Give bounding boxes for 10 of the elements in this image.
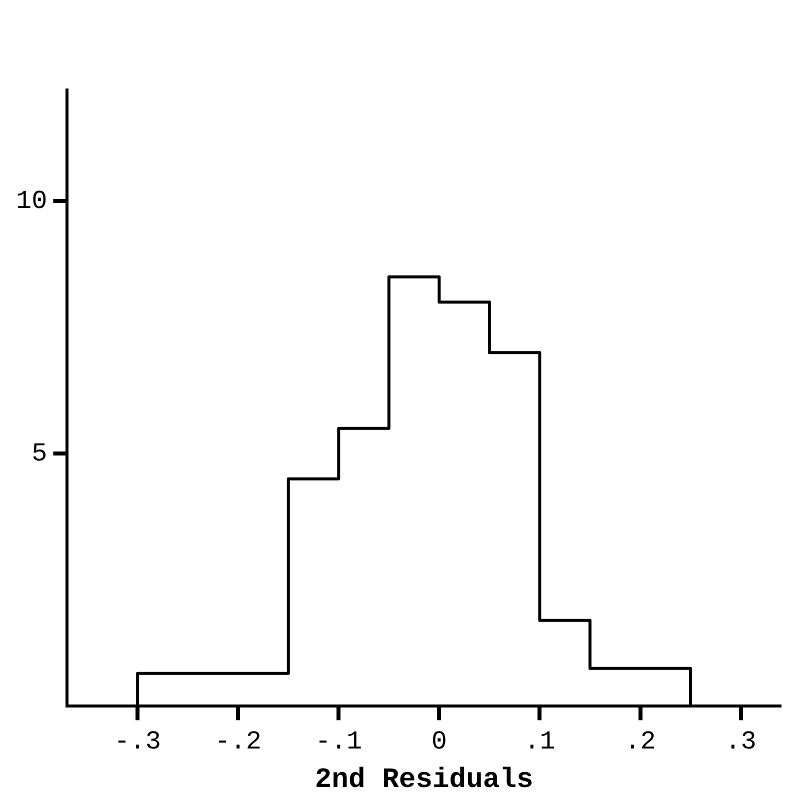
x-axis-title: 2nd Residuals — [314, 765, 534, 796]
x-tick-label: .2 — [624, 726, 656, 757]
x-tick-label: 0 — [431, 726, 447, 757]
x-tick-label: -.2 — [214, 726, 262, 757]
x-tick-label: -.3 — [114, 726, 161, 757]
y-tick-label: 5 — [32, 438, 48, 469]
x-tick-label: -.1 — [315, 726, 362, 757]
x-tick-label: .1 — [524, 726, 556, 757]
x-tick-label: .3 — [725, 726, 756, 757]
y-tick-label: 10 — [16, 186, 48, 216]
